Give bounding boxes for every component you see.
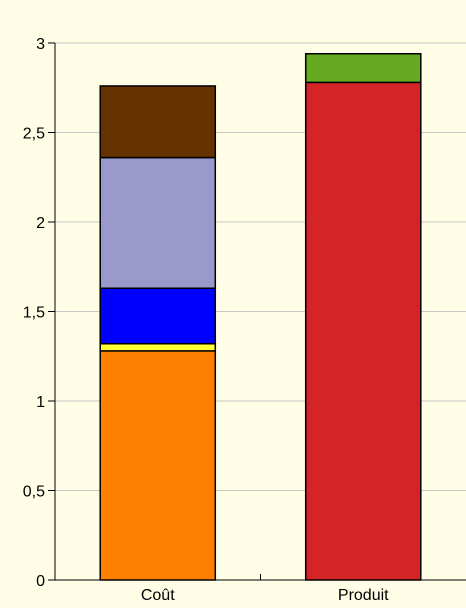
y-tick-label: 0 xyxy=(36,573,45,590)
x-tick-label: Produit xyxy=(338,587,389,603)
y-tick-label: 1,5 xyxy=(23,305,45,322)
y-tick-label: 0,5 xyxy=(23,484,45,501)
x-tick-labels: Coût Produit xyxy=(141,587,389,604)
y-tick-label: 2,5 xyxy=(23,126,45,143)
bar-segment xyxy=(99,156,217,289)
bar-segment xyxy=(304,52,422,84)
axes xyxy=(48,42,466,581)
bar-segment xyxy=(99,85,217,159)
x-tick-label: Coût xyxy=(141,587,175,603)
bar-segment xyxy=(99,350,217,581)
y-tick-label: 1 xyxy=(36,394,45,411)
bar-segment xyxy=(99,342,217,352)
bars xyxy=(99,52,422,581)
bar-segment xyxy=(304,81,422,581)
bar-segment xyxy=(99,287,217,345)
y-tick-label: 3 xyxy=(36,36,45,53)
y-tick-label: 2 xyxy=(36,215,45,232)
y-tick-labels: 0 0,5 1 1,5 2 2,5 3 xyxy=(23,36,45,590)
